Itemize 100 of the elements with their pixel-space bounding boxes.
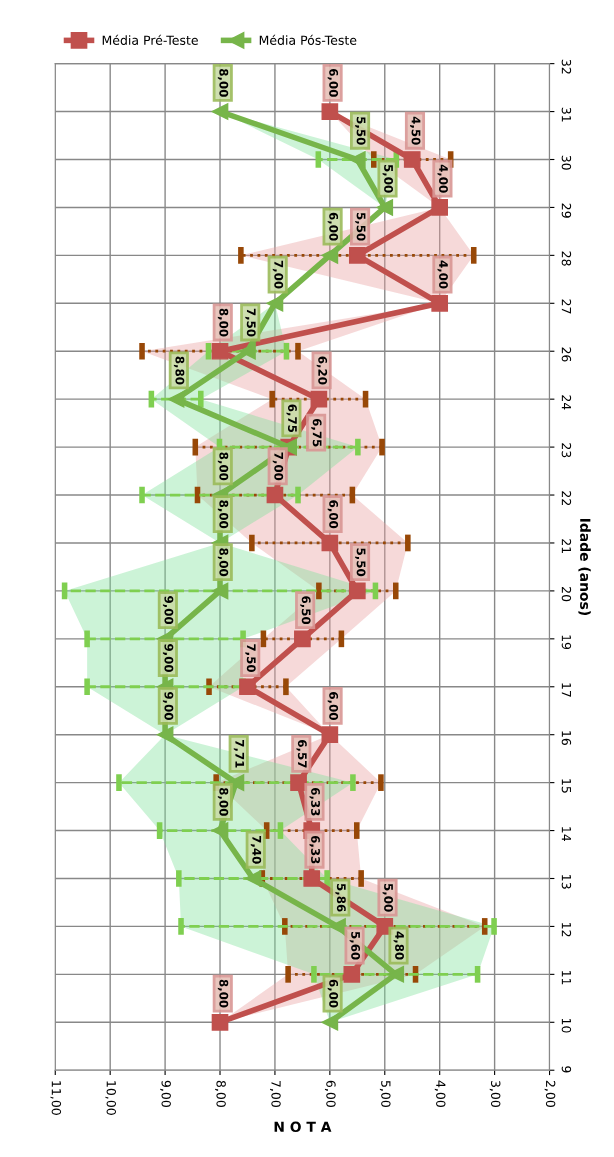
data-label: 4,00 [437,260,448,289]
y-tick-label: 29 [561,203,572,218]
data-label: 8,00 [217,308,229,337]
data-label: 6,00 [327,500,339,529]
point [211,582,229,600]
data-label: 5,86 [335,884,346,912]
x-axis-title: N O T A [274,1121,332,1133]
y-tick-label: 24 [561,395,572,410]
y-tick-label: 16 [561,731,572,746]
point [431,199,449,216]
point [343,966,361,983]
x-tick-label: 11,00 [50,1081,62,1115]
y-tick-label: 23 [561,443,572,458]
point [290,774,307,791]
point [266,294,284,312]
data-label: 9,00 [162,596,174,625]
y-tick-label: 28 [561,251,572,266]
data-label: 6,00 [327,212,339,241]
data-label: 8,00 [217,452,229,481]
data-label: 5,00 [382,884,394,912]
y-tick-label: 13 [561,875,572,889]
point [348,151,366,168]
point [387,966,405,983]
y-tick-label: 10 [561,1018,572,1033]
x-tick-label: 10,00 [105,1081,117,1115]
data-label: 7,00 [272,452,284,481]
point [329,918,346,935]
y-tick-label: 21 [561,539,572,553]
y-axis-title: Idade (anos) [578,518,591,615]
point [239,678,256,696]
point [348,247,366,264]
point [239,342,256,360]
point [303,870,321,887]
data-label: 5,60 [349,931,361,960]
data-label: 6,00 [327,692,339,720]
data-label: 9,00 [162,691,174,720]
data-label: 5,50 [355,548,366,577]
y-tick-label: 9 [561,1066,572,1073]
x-tick-label: 4,00 [434,1080,446,1107]
point [321,726,339,744]
data-label: 4,50 [410,116,421,145]
x-tick-label: 3,00 [489,1080,501,1107]
point [266,486,284,504]
point [376,199,394,216]
x-tick-label: 5,00 [379,1080,391,1107]
data-label: 5,00 [382,165,394,193]
point [156,726,174,744]
data-label: 6,75 [311,418,322,447]
data-label: 7,50 [245,308,256,337]
y-tick-label: 31 [561,107,572,122]
y-tick-label: 11 [561,970,571,985]
point [348,582,366,600]
y-tick-label: 22 [561,491,572,505]
point [321,534,339,552]
point [211,1013,229,1031]
point [211,822,229,839]
y-tick-label: 19 [561,635,572,650]
y-tick-label: 20 [561,587,572,602]
data-label: 6,20 [316,356,328,385]
data-label: 6,57 [296,740,307,768]
data-label: 7,00 [272,260,284,289]
y-tick-label: 12 [561,923,572,937]
point [321,1013,339,1031]
point [310,390,328,408]
data-label: 9,00 [162,644,174,672]
point [227,774,245,791]
data-label: 5,50 [355,117,366,145]
x-tick-label: 7,00 [270,1080,281,1107]
data-label: 4,80 [393,931,405,960]
point [211,103,229,120]
data-label: 5,50 [355,212,366,241]
data-label: 6,33 [309,835,320,864]
data-label: 8,80 [173,356,185,385]
point [403,151,421,168]
legend-label: Média Pré-Teste [102,34,198,45]
point [167,390,185,408]
x-tick-label: 8,00 [215,1080,226,1107]
data-label: 6,00 [327,979,339,1008]
point [321,103,339,120]
data-label: 6,75 [286,404,297,433]
point [321,247,339,264]
x-tick-label: 2,00 [544,1080,556,1107]
data-label: 8,00 [217,548,229,577]
data-label: 4,00 [437,164,448,193]
data-label: 6,00 [327,68,339,97]
data-label: 7,71 [233,740,245,768]
x-tick-label: 9,00 [160,1080,171,1107]
legend-label: Média Pós-Teste [259,34,357,45]
data-label: 7,50 [245,644,256,672]
x-tick-label: 6,00 [324,1080,336,1107]
data-label: 8,00 [217,979,229,1008]
point [211,342,229,360]
data-label: 8,00 [217,787,229,816]
data-label: 8,00 [217,68,229,97]
y-tick-label: 26 [561,347,572,362]
point [294,630,311,648]
point [431,294,449,312]
data-label: 7,40 [250,835,262,864]
point [244,870,262,887]
y-tick-label: 27 [561,299,572,314]
